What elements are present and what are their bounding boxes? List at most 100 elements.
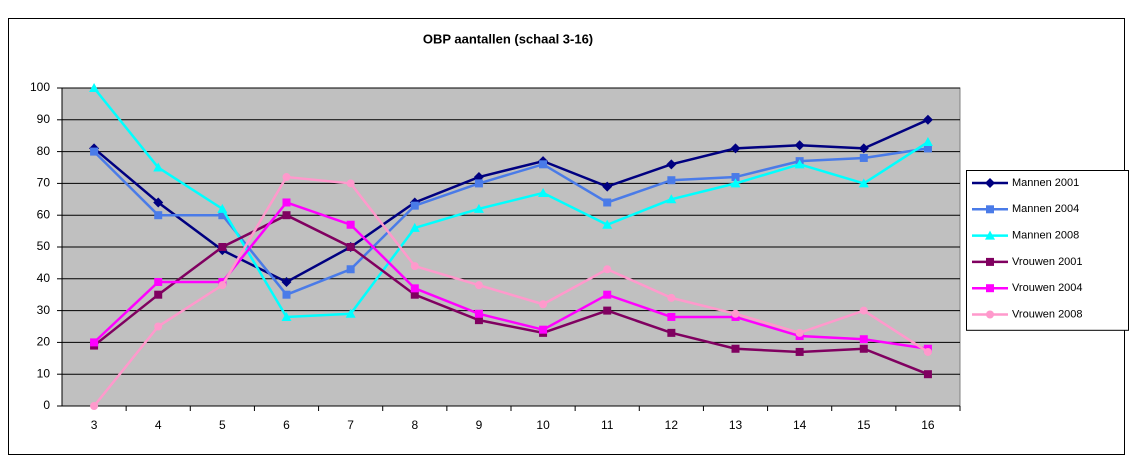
x-tick-label: 5 bbox=[219, 418, 226, 432]
legend-label: Vrouwen 2001 bbox=[1012, 256, 1083, 268]
y-tick-label: 20 bbox=[37, 335, 51, 349]
data-point bbox=[667, 312, 676, 321]
data-point bbox=[859, 335, 868, 344]
data-point bbox=[603, 290, 612, 299]
data-point bbox=[603, 265, 612, 274]
data-point bbox=[410, 290, 419, 299]
data-point bbox=[410, 262, 419, 271]
data-point bbox=[603, 198, 612, 207]
y-tick-label: 80 bbox=[37, 144, 51, 158]
data-point bbox=[410, 284, 419, 293]
y-tick-label: 40 bbox=[37, 271, 51, 285]
data-point bbox=[218, 281, 227, 290]
x-tick-label: 16 bbox=[921, 418, 935, 432]
data-point bbox=[794, 140, 805, 151]
y-tick-label: 100 bbox=[30, 80, 50, 94]
x-tick-label: 11 bbox=[601, 418, 614, 432]
data-point bbox=[90, 147, 99, 156]
data-point bbox=[795, 347, 804, 356]
data-point bbox=[539, 325, 548, 334]
x-tick-label: 7 bbox=[347, 418, 354, 432]
data-point bbox=[603, 306, 612, 315]
legend-box bbox=[966, 170, 1129, 331]
y-tick-label: 0 bbox=[43, 398, 50, 412]
data-point bbox=[153, 197, 164, 208]
data-point bbox=[667, 176, 676, 185]
legend-marker bbox=[985, 230, 995, 240]
data-point bbox=[154, 277, 163, 286]
data-point bbox=[345, 308, 356, 318]
legend-label: Vrouwen 2008 bbox=[1012, 308, 1083, 320]
data-point bbox=[154, 322, 163, 331]
legend-marker bbox=[986, 257, 994, 266]
x-tick-label: 13 bbox=[729, 418, 743, 432]
y-tick-label: 90 bbox=[37, 112, 51, 126]
x-tick-label: 9 bbox=[476, 418, 483, 432]
y-tick-label: 30 bbox=[37, 303, 51, 317]
data-point bbox=[474, 179, 483, 188]
data-point bbox=[859, 344, 868, 353]
data-point bbox=[90, 402, 99, 410]
data-point bbox=[858, 178, 869, 188]
legend-label: Mannen 2001 bbox=[1012, 177, 1079, 189]
data-point bbox=[731, 344, 740, 353]
data-point bbox=[538, 187, 549, 197]
data-point bbox=[922, 114, 933, 125]
x-tick-label: 6 bbox=[283, 418, 290, 432]
legend-label: Vrouwen 2004 bbox=[1012, 282, 1083, 294]
data-point bbox=[666, 159, 677, 170]
data-point bbox=[858, 143, 869, 154]
data-point bbox=[346, 243, 355, 251]
data-point bbox=[409, 222, 420, 232]
data-point bbox=[217, 203, 228, 213]
data-point bbox=[474, 316, 483, 325]
data-point bbox=[859, 306, 868, 315]
data-point bbox=[602, 181, 613, 192]
legend-marker bbox=[985, 178, 995, 188]
data-point bbox=[282, 198, 291, 207]
data-point bbox=[154, 290, 163, 299]
data-point bbox=[410, 201, 419, 210]
data-point bbox=[667, 328, 676, 337]
data-point bbox=[794, 159, 805, 169]
data-point bbox=[281, 276, 292, 287]
legend-marker bbox=[986, 310, 994, 319]
y-tick-label: 60 bbox=[37, 207, 51, 221]
data-point bbox=[474, 281, 483, 290]
data-point bbox=[282, 290, 291, 299]
x-tick-label: 10 bbox=[536, 418, 550, 432]
data-point bbox=[539, 160, 548, 169]
series-line bbox=[93, 87, 929, 319]
data-point bbox=[539, 300, 548, 309]
y-tick-label: 70 bbox=[37, 176, 51, 190]
x-tick-label: 14 bbox=[793, 418, 807, 432]
data-point bbox=[473, 203, 484, 213]
data-point bbox=[346, 179, 355, 188]
x-tick-label: 4 bbox=[155, 418, 162, 432]
data-point bbox=[923, 347, 932, 356]
x-tick-label: 3 bbox=[91, 418, 98, 432]
data-point bbox=[218, 211, 227, 220]
data-point bbox=[90, 338, 99, 347]
legend-marker bbox=[986, 284, 994, 293]
x-tick-label: 12 bbox=[665, 418, 679, 432]
data-point bbox=[154, 211, 163, 220]
data-point bbox=[602, 219, 613, 229]
x-tick-label: 8 bbox=[411, 418, 418, 432]
data-point bbox=[89, 83, 100, 92]
data-point bbox=[153, 162, 164, 172]
y-tick-label: 10 bbox=[37, 366, 51, 380]
data-point bbox=[282, 211, 291, 220]
data-point bbox=[922, 137, 933, 147]
data-point bbox=[795, 328, 804, 337]
series-line bbox=[93, 213, 929, 376]
data-point bbox=[346, 220, 355, 229]
data-point bbox=[859, 153, 868, 162]
y-tick-label: 50 bbox=[37, 239, 51, 253]
data-point bbox=[282, 173, 291, 182]
data-point bbox=[731, 173, 740, 182]
data-point bbox=[667, 293, 676, 302]
data-point bbox=[730, 143, 741, 154]
